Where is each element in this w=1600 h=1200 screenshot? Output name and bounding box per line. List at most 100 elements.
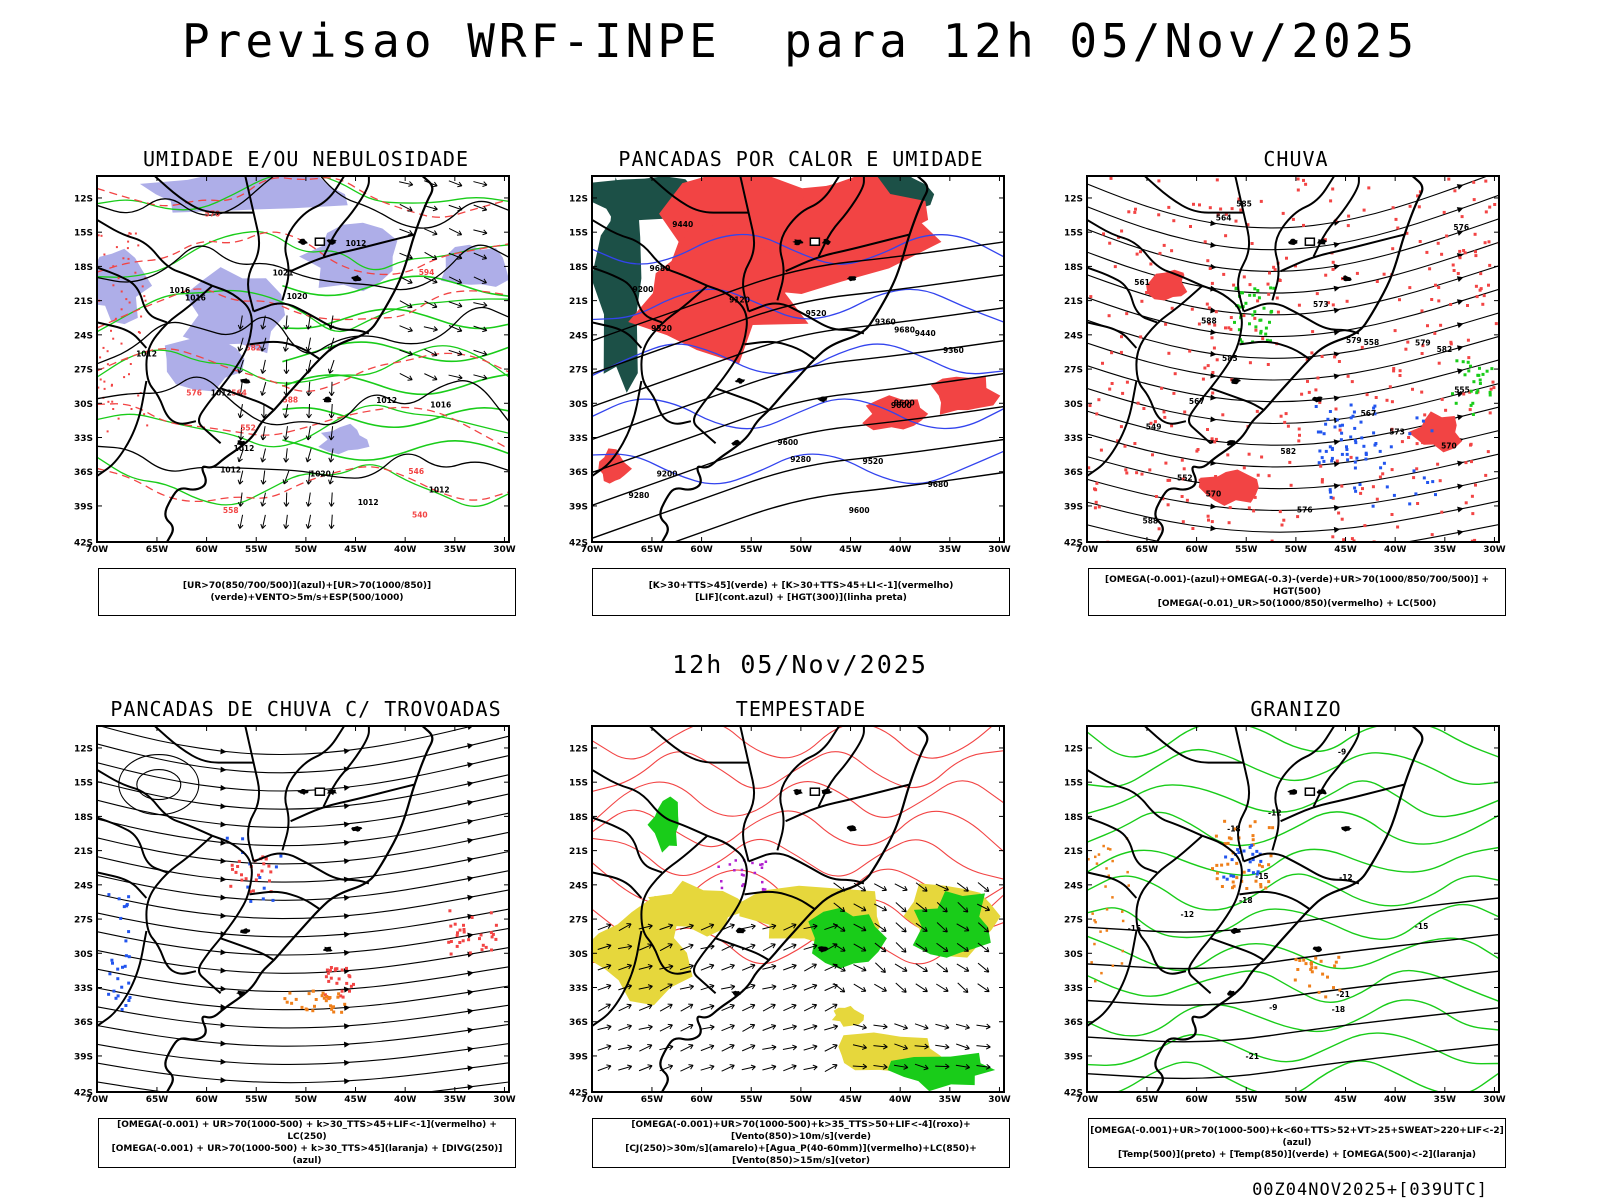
- rain-dot: [1352, 539, 1356, 542]
- lon-label: 50W: [1285, 1095, 1308, 1105]
- divergence-dot: [249, 899, 253, 903]
- rain-dot: [1275, 296, 1279, 300]
- wind-vector: [935, 1063, 950, 1070]
- wind-vector: [873, 903, 888, 912]
- wind-vector: [874, 883, 887, 892]
- streamline: [1087, 288, 1499, 338]
- wind-vector: [283, 448, 290, 463]
- rain-dot: [1285, 256, 1288, 260]
- forecast-time-label: 12h 05/Nov/2025: [672, 650, 928, 679]
- omega-dot: [1346, 458, 1350, 462]
- omega-dot: [1319, 430, 1323, 434]
- contour-line: [97, 231, 509, 276]
- wind-vector: [618, 1064, 633, 1071]
- rain-dot: [1331, 260, 1335, 264]
- omega-dot: [1090, 961, 1093, 964]
- wind-vector: [597, 1064, 612, 1072]
- omega-dot: [1485, 369, 1489, 373]
- rain-dot: [1488, 263, 1492, 267]
- city-marker: [1304, 237, 1316, 246]
- wind-vector: [803, 1064, 818, 1071]
- rain-dot: [1415, 442, 1419, 446]
- omega-dot: [1478, 382, 1482, 385]
- wind-vector: [473, 301, 488, 308]
- rain-dot: [1164, 322, 1168, 326]
- wind-vector: [448, 180, 463, 188]
- temp500-contour: [1087, 933, 1499, 970]
- wind-vector: [680, 1023, 694, 1032]
- jet-area: [831, 1005, 865, 1027]
- wind-vector: [935, 983, 949, 992]
- wind-vector: [741, 923, 756, 930]
- lon-label: 45W: [1334, 1095, 1357, 1105]
- rain-dot: [1197, 322, 1201, 326]
- rain-dot: [1438, 479, 1442, 483]
- omega-dot: [1109, 848, 1112, 851]
- omega-dot: [1329, 495, 1333, 499]
- rain-dot: [1166, 478, 1170, 482]
- contour-line: [97, 404, 509, 448]
- rain-dot: [1296, 515, 1300, 519]
- rain-dot: [1281, 211, 1285, 215]
- storm-dot: [251, 889, 255, 893]
- convection-dot: [742, 874, 745, 877]
- rain-dot: [140, 315, 143, 318]
- wind-vector: [638, 1064, 653, 1072]
- streamline-arrow: [1210, 416, 1217, 423]
- rain-dot: [1407, 436, 1411, 439]
- rain-dot: [1162, 410, 1166, 414]
- wind-vector: [894, 1064, 909, 1070]
- rain-dot: [1219, 207, 1223, 211]
- omega-dot: [1269, 854, 1273, 858]
- omega-dot: [1244, 301, 1248, 305]
- wind-vector: [618, 1024, 632, 1031]
- wind-vector: [399, 300, 413, 309]
- rain-dot: [134, 271, 137, 274]
- lon-label: 35W: [1434, 545, 1457, 555]
- rain-dot: [1481, 302, 1485, 306]
- country-border: [1087, 266, 1158, 324]
- country-border: [592, 871, 643, 899]
- omega-dot: [1302, 958, 1306, 962]
- contour-line: [97, 376, 509, 426]
- contour-label: 585: [1222, 354, 1238, 363]
- lat-label: 27S: [569, 916, 588, 926]
- rain-dot: [1430, 298, 1434, 301]
- rain-dot: [1288, 460, 1292, 464]
- omega-dot: [1256, 289, 1260, 292]
- rain-dot: [1404, 347, 1408, 351]
- rain-dot: [1347, 214, 1351, 218]
- rain-dot: [1291, 217, 1295, 221]
- legend-line: [OMEGA(-0.01)_UR>50(1000/850)(vermelho) …: [1157, 599, 1437, 609]
- streamline-arrow: [1457, 414, 1464, 421]
- country-border: [249, 890, 321, 910]
- rain-dot: [1168, 478, 1172, 482]
- wind-vector: [741, 1064, 756, 1071]
- rain-dot: [1297, 427, 1301, 431]
- wind-vector: [852, 1063, 868, 1070]
- contour-label: 9360: [875, 318, 896, 327]
- rain-dot: [1267, 292, 1271, 296]
- panel-title: PANCADAS DE CHUVA C/ TROVOADAS: [110, 697, 502, 721]
- rain-dot: [1359, 491, 1363, 495]
- rain-dot: [1311, 330, 1315, 334]
- lat-label: 18S: [569, 813, 588, 823]
- rain-dot: [1253, 316, 1257, 320]
- wind-vector: [448, 349, 463, 357]
- wind-vector: [598, 1003, 611, 1012]
- wind-vector: [424, 228, 438, 236]
- convection-dot: [753, 871, 757, 875]
- contour-label: 9600: [891, 401, 912, 410]
- storm-dot: [340, 968, 344, 972]
- lat-label: 39S: [74, 1052, 93, 1062]
- omega-dot: [1353, 486, 1357, 490]
- wind-vector: [597, 983, 612, 991]
- wind-vector: [659, 943, 673, 952]
- streamline-arrow: [467, 799, 474, 806]
- lon-label: 30W: [493, 1095, 516, 1105]
- rain-dot: [106, 350, 109, 353]
- omega-dot: [1408, 432, 1412, 436]
- rain-dot: [1418, 190, 1422, 194]
- wind-vector: [473, 349, 488, 357]
